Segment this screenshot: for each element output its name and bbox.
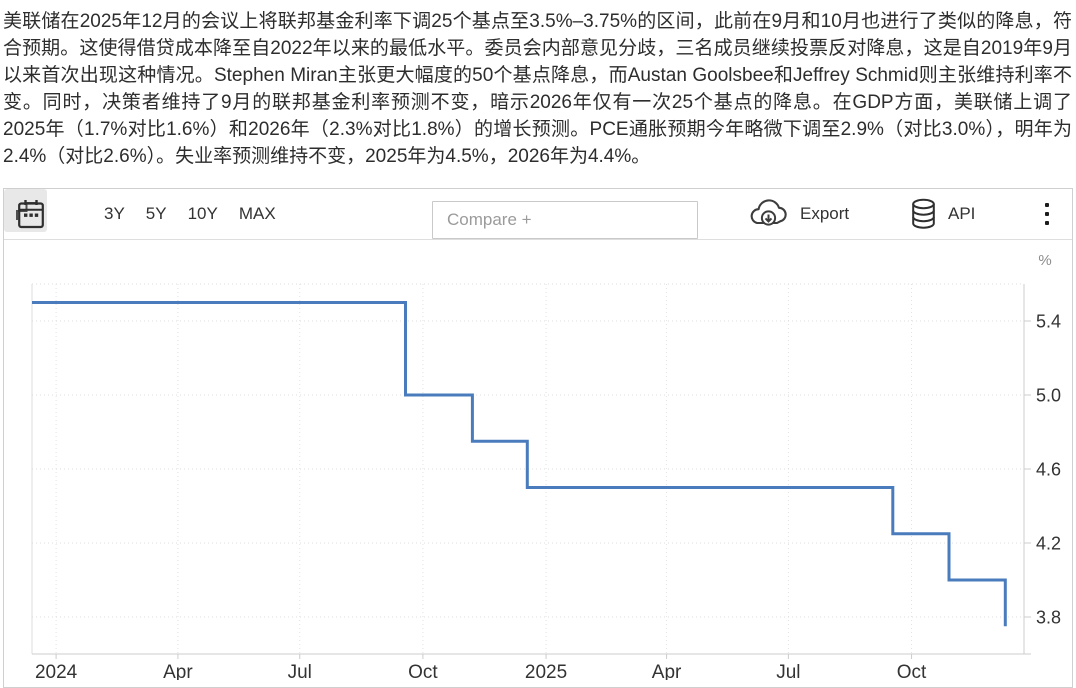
chart-type-button[interactable] xyxy=(4,189,47,232)
x-tick-label: Apr xyxy=(163,662,193,680)
x-tick-label: Jul xyxy=(288,662,312,680)
chart-plot-area[interactable]: 5.4 5.0 4.6 4.2 3.8 2024 Apr Jul Oct 2025 Apr Jul Oc… xyxy=(4,240,1072,683)
cloud-download-icon xyxy=(746,199,791,229)
y-axis-unit-label: % xyxy=(1038,252,1051,269)
calendar-icon xyxy=(17,199,45,230)
x-tick-label: 2025 xyxy=(525,662,567,680)
x-tick-label: 2024 xyxy=(35,662,78,680)
x-tick-label: Jul xyxy=(776,662,800,680)
range-button-10y[interactable]: 10Y xyxy=(187,204,218,223)
y-tick-label: 5.4 xyxy=(1036,312,1061,332)
x-tick-label: Oct xyxy=(897,662,927,680)
summary-paragraph: 美联储在2025年12月的会议上将联邦基金利率下调25个基点至3.5%–3.75… xyxy=(3,11,1072,167)
x-tick-label: Apr xyxy=(652,662,682,680)
range-button-max[interactable]: MAX xyxy=(238,204,276,223)
y-tick-label: 5.0 xyxy=(1036,386,1061,406)
y-tick-label: 4.2 xyxy=(1036,534,1061,554)
x-tick-label: Oct xyxy=(408,662,438,680)
range-button-5y[interactable]: 5Y xyxy=(145,204,167,223)
chart-widget: 3Y 5Y 10Y MAX Exp xyxy=(3,188,1073,688)
compare-input[interactable] xyxy=(432,201,698,239)
api-button[interactable]: API xyxy=(910,189,975,239)
range-button-3y[interactable]: 3Y xyxy=(104,204,125,223)
export-button[interactable]: Export xyxy=(746,189,849,239)
kebab-menu-button[interactable] xyxy=(1035,189,1059,239)
compare-field-wrap xyxy=(432,195,698,245)
y-tick-label: 3.8 xyxy=(1036,608,1061,628)
kebab-menu-icon xyxy=(1045,203,1049,207)
rate-series-line xyxy=(32,301,1007,627)
range-selector: 3Y 5Y 10Y MAX xyxy=(104,189,276,239)
export-label: Export xyxy=(800,204,850,223)
y-tick-label: 4.6 xyxy=(1036,460,1061,480)
api-label: API xyxy=(948,204,976,223)
chart-toolbar: 3Y 5Y 10Y MAX Exp xyxy=(4,189,1072,240)
rate-step-chart[interactable]: 5.4 5.0 4.6 4.2 3.8 2024 Apr Jul Oct 2025 Apr Jul Oc… xyxy=(4,240,1072,683)
database-icon xyxy=(910,198,937,230)
date-range-picker-button[interactable] xyxy=(14,189,48,239)
